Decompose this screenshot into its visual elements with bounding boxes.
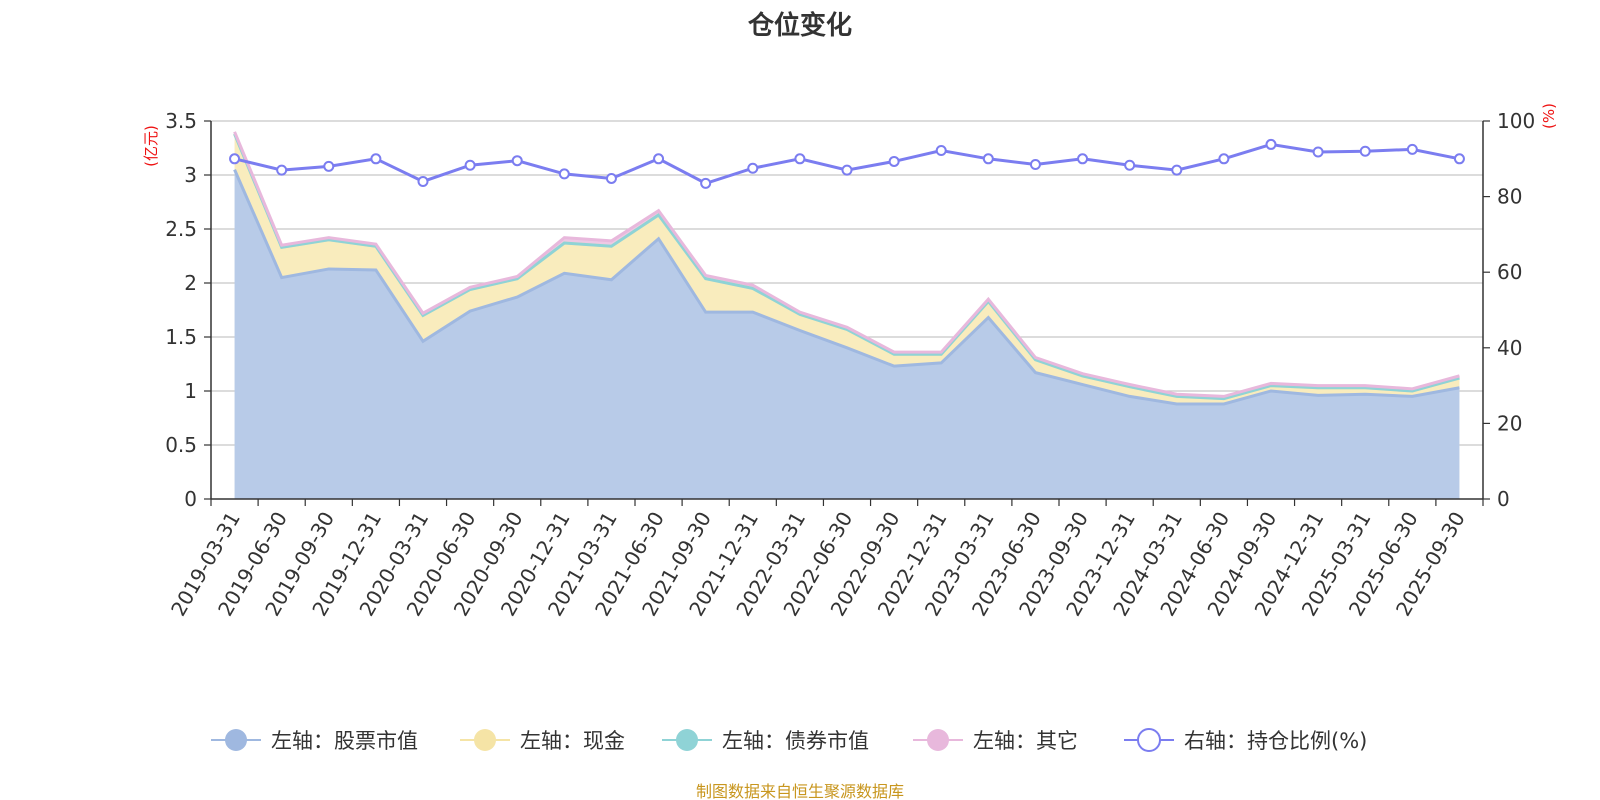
area-series-0 (234, 169, 1460, 499)
right-axis-unit: (%) (1540, 103, 1558, 129)
stacked-areas (234, 131, 1460, 499)
ratio-point-25 (1406, 143, 1418, 155)
ratio-point-14 (888, 155, 900, 167)
right-tick-label-5: 100 (1497, 109, 1535, 133)
left-tick-label-2: 1 (184, 379, 197, 403)
ratio-point-1 (276, 164, 288, 176)
chart-title: 仓位变化 (747, 10, 852, 41)
ratio-point-13 (841, 164, 853, 176)
legend-swatch-dot-3 (927, 729, 949, 751)
ratio-point-19 (1124, 159, 1136, 171)
ratio-point-17 (1029, 158, 1041, 170)
legend-label-1: 左轴：现金 (520, 729, 625, 753)
axes (204, 120, 1490, 506)
right-tick-label-1: 20 (1497, 411, 1522, 435)
ratio-point-4 (417, 175, 429, 187)
series-lines (229, 131, 1465, 406)
legend-label-0: 左轴：股票市值 (271, 729, 418, 753)
ratio-point-20 (1171, 164, 1183, 176)
ratio-point-8 (605, 172, 617, 184)
right-tick-label-2: 40 (1497, 336, 1522, 360)
ratio-point-3 (370, 153, 382, 165)
area-line-series-0 (233, 169, 1460, 406)
legend-label-3: 左轴：其它 (973, 729, 1078, 753)
ratio-point-24 (1359, 145, 1371, 157)
left-tick-label-6: 3 (184, 163, 197, 187)
ratio-point-10 (700, 177, 712, 189)
legend-label-4: 右轴：持仓比例(%) (1184, 729, 1367, 753)
left-tick-label-4: 2 (184, 271, 197, 295)
right-tick-label-3: 60 (1497, 260, 1522, 284)
right-tick-label-4: 80 (1497, 185, 1522, 209)
ratio-point-6 (511, 155, 523, 167)
ratio-line (234, 142, 1460, 185)
legend-swatch-dot-4 (1137, 728, 1161, 752)
ratio-point-16 (982, 153, 994, 165)
left-tick-label-0: 0 (184, 487, 197, 511)
legend-swatch-dot-1 (474, 729, 496, 751)
legend: 左轴：股票市值 左轴：现金 左轴：债券市值 左轴：其它 右轴：持仓比例(%) (211, 728, 1367, 753)
left-tick-label-3: 1.5 (165, 325, 197, 349)
ratio-point-21 (1218, 153, 1230, 165)
ratio-point-18 (1077, 153, 1089, 165)
left-axis-unit: (亿元) (142, 125, 160, 167)
ratio-point-2 (323, 160, 335, 172)
ratio-point-5 (464, 159, 476, 171)
ratio-point-11 (747, 162, 759, 174)
ratio-point-23 (1312, 146, 1324, 158)
ratio-point-26 (1453, 153, 1465, 165)
left-tick-label-5: 2.5 (165, 217, 197, 241)
area-line-series-2 (233, 133, 1460, 401)
legend-swatch-dot-2 (676, 729, 698, 751)
area-line-series-3 (233, 131, 1460, 398)
ratio-point-15 (935, 144, 947, 156)
ratio-point-22 (1265, 138, 1277, 150)
left-tick-label-1: 0.5 (165, 433, 197, 457)
left-tick-label-7: 3.5 (165, 109, 197, 133)
ratio-point-12 (794, 153, 806, 165)
ratio-point-9 (653, 153, 665, 165)
right-tick-label-0: 0 (1497, 487, 1510, 511)
legend-swatch-dot-0 (225, 729, 247, 751)
source-note: 制图数据来自恒生聚源数据库 (696, 782, 904, 800)
ratio-point-7 (558, 168, 570, 180)
legend-label-2: 左轴：债券市值 (722, 729, 869, 753)
ratio-point-0 (229, 153, 241, 165)
